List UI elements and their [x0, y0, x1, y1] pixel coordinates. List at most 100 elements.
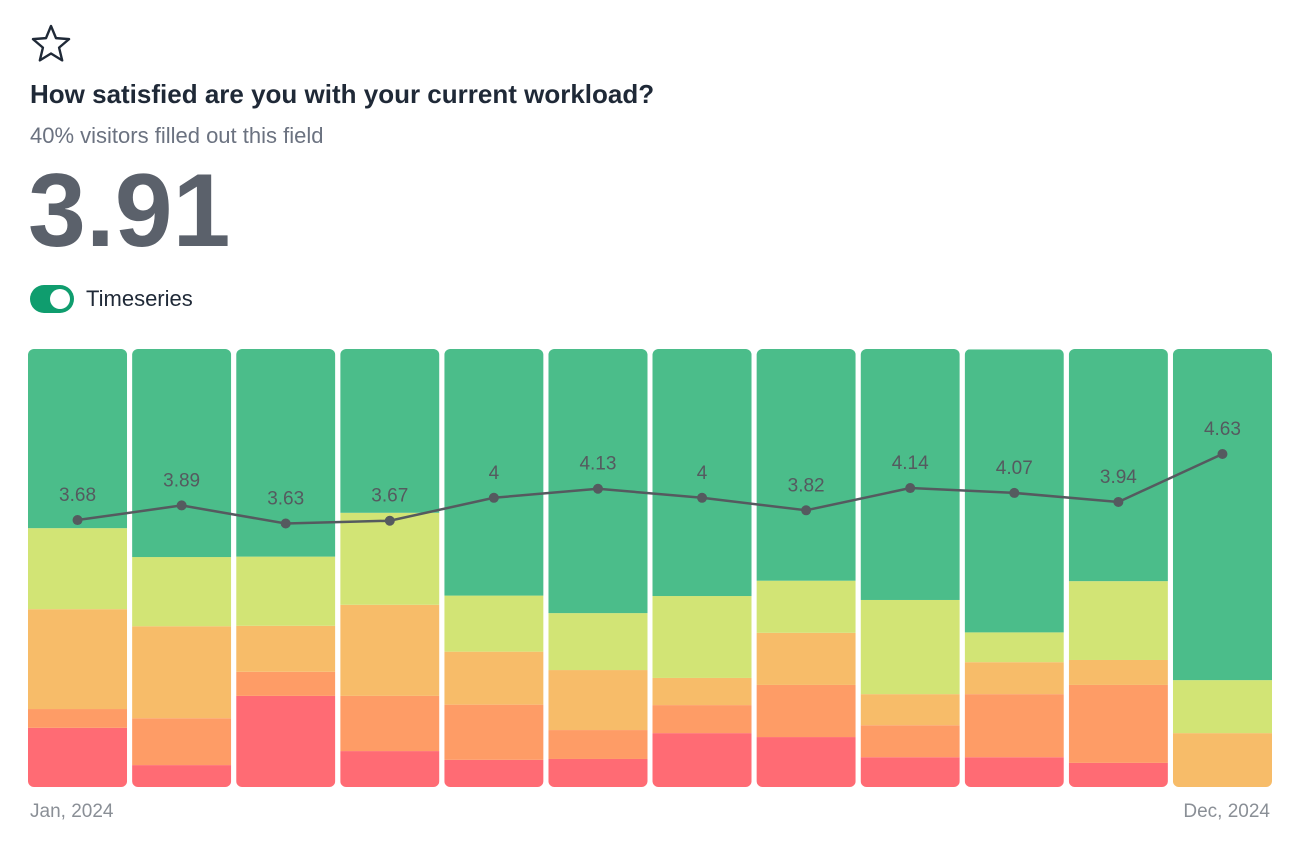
bar-segment	[964, 662, 1064, 695]
bar-stack	[548, 349, 648, 787]
bar-segment	[756, 632, 856, 685]
bar-segment	[548, 349, 648, 614]
average-label: 3.67	[371, 486, 408, 507]
average-label: 3.82	[788, 475, 825, 496]
bar-segment	[1068, 659, 1168, 685]
bar-stack	[132, 349, 232, 787]
bar-segment	[1172, 349, 1272, 681]
bar-segment	[444, 704, 544, 760]
average-point	[905, 483, 916, 494]
average-label: 3.89	[163, 470, 200, 491]
average-point	[697, 492, 708, 503]
bar-segment	[28, 609, 128, 710]
bar-stack	[756, 349, 856, 787]
bar-segment	[652, 349, 752, 597]
bar-segment	[236, 671, 336, 696]
bar-segment	[340, 695, 440, 752]
bar-segment	[132, 718, 232, 766]
average-line	[77, 452, 1223, 525]
average-label: 3.68	[59, 485, 96, 506]
x-tick-label: Jan, 2024	[30, 801, 114, 822]
bar-segment	[444, 651, 544, 705]
bar-segment	[548, 670, 648, 731]
bar-segment	[548, 758, 648, 787]
average-point	[488, 492, 499, 503]
bar-segment	[756, 349, 856, 581]
average-point	[280, 518, 291, 529]
bar-segment	[860, 349, 960, 600]
average-point	[72, 515, 83, 526]
favorite-star[interactable]	[31, 24, 71, 62]
bar-segment	[1068, 581, 1168, 660]
average-label: 3.63	[267, 489, 304, 510]
bar-stack	[964, 349, 1064, 787]
bar-segment	[1172, 733, 1272, 787]
bar-segment	[860, 725, 960, 758]
average-label: 4.13	[579, 454, 616, 475]
bar-stack	[340, 349, 440, 787]
average-label: 4.63	[1204, 419, 1241, 440]
bar-segment	[860, 757, 960, 787]
bar-segment	[652, 733, 752, 787]
bar-stack	[28, 349, 128, 787]
bar-stack	[1068, 349, 1168, 787]
bar-stack	[236, 349, 336, 787]
bar-segment	[28, 709, 128, 728]
average-label: 4	[697, 463, 708, 484]
average-point	[1009, 487, 1020, 498]
bar-segment	[964, 632, 1064, 663]
bar-segment	[1068, 684, 1168, 763]
average-point	[1217, 448, 1228, 459]
bar-segment	[1068, 762, 1168, 787]
bar-segment	[236, 556, 336, 626]
x-tick-label: Dec, 2024	[1183, 801, 1270, 822]
bar-segment	[756, 684, 856, 738]
bar-segment	[28, 349, 128, 529]
average-point	[176, 500, 187, 511]
bar-segment	[236, 625, 336, 672]
average-label: 4.07	[996, 458, 1033, 479]
bar-stack	[1172, 349, 1272, 787]
average-label: 4.14	[892, 453, 929, 474]
bar-segment	[132, 626, 232, 719]
response-rate: 40% visitors filled out this field	[30, 123, 323, 148]
question-title: How satisfied are you with your current …	[30, 79, 654, 109]
average-point	[1113, 496, 1124, 507]
bar-segment	[652, 677, 752, 706]
toggle-knob[interactable]	[50, 289, 70, 309]
timeseries-toggle[interactable]	[30, 285, 74, 313]
average-score: 3.91	[28, 153, 230, 269]
bar-segment	[132, 557, 232, 627]
bar-segment	[756, 580, 856, 633]
bar-segment	[444, 759, 544, 787]
bar-segment	[340, 512, 440, 605]
toggle-label: Timeseries	[86, 286, 193, 311]
bar-segment	[756, 737, 856, 787]
bar-stack	[444, 349, 544, 787]
bar-stack	[652, 349, 752, 787]
bar-segment	[1172, 680, 1272, 734]
average-point	[801, 505, 812, 516]
average-label: 3.94	[1100, 467, 1137, 488]
bar-segment	[1068, 349, 1168, 582]
average-label: 4	[489, 463, 500, 484]
bar-segment	[548, 613, 648, 671]
bar-segment	[340, 751, 440, 787]
bar-segment	[652, 705, 752, 734]
bar-segment	[860, 599, 960, 695]
bar-segment	[652, 596, 752, 678]
bar-segment	[964, 757, 1064, 787]
bar-segment	[964, 694, 1064, 758]
bar-segment	[444, 349, 544, 596]
average-point	[384, 515, 395, 526]
bar-segment	[340, 604, 440, 696]
bar-segment	[28, 727, 128, 787]
bar-stack	[860, 349, 960, 787]
bar-segment	[548, 730, 648, 759]
bar-segment	[236, 695, 336, 787]
bar-segment	[444, 595, 544, 652]
bar-segment	[340, 349, 440, 513]
bar-segment	[132, 349, 232, 558]
bar-segment	[28, 528, 128, 610]
